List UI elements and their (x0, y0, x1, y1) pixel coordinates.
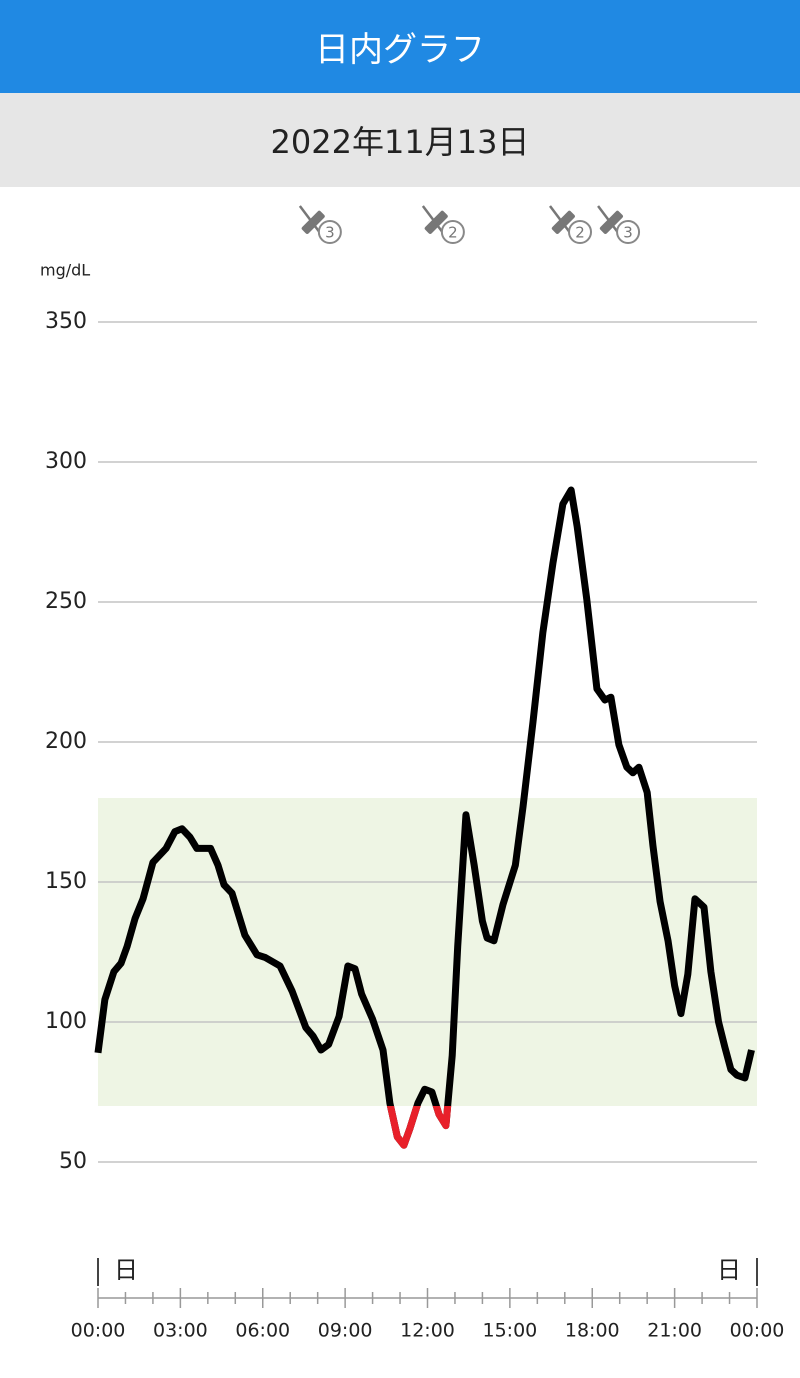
chart: mg/dL 50 100 150 200 250 300 350 3 2 2 3 00:00 03:00… (40, 205, 785, 1342)
badge-label: 2 (448, 224, 458, 242)
insulin-event: 3 (298, 205, 342, 244)
date: 2022年11月13日 (270, 123, 530, 161)
x-tick-label: 06:00 (235, 1320, 290, 1342)
y-axis-label: mg/dL (40, 261, 90, 280)
y-tick-label: 250 (45, 589, 87, 614)
day-label: 日 (717, 1256, 741, 1284)
y-tick-label: 50 (59, 1149, 87, 1174)
badge (568, 220, 593, 244)
app-bar: 日内グラフ (0, 0, 800, 93)
low-segment (386, 1106, 452, 1149)
badge (440, 220, 465, 244)
x-tick-label: 18:00 (565, 1320, 620, 1342)
badge (317, 220, 342, 244)
badge (616, 220, 641, 244)
y-tick-label: 300 (45, 449, 87, 474)
badge-label: 3 (623, 224, 633, 242)
x-tick-label: 09:00 (318, 1320, 373, 1342)
x-tick-label: 15:00 (482, 1320, 537, 1342)
x-tick-label: 21:00 (647, 1320, 702, 1342)
title: 日内グラフ (315, 30, 485, 70)
badge-label: 2 (575, 224, 585, 242)
x-tick-label: 12:00 (400, 1320, 455, 1342)
date-bar: 2022年11月13日 (0, 93, 800, 187)
y-tick-label: 100 (45, 1009, 87, 1034)
insulin-event: 3 (597, 205, 641, 244)
y-tick-label: 200 (45, 729, 87, 754)
x-tick-label: 00:00 (71, 1320, 126, 1342)
y-tick-label: 150 (45, 869, 87, 894)
insulin-event: 2 (549, 205, 593, 244)
day-label: 日 (114, 1256, 138, 1284)
x-tick-label: 03:00 (153, 1320, 208, 1342)
x-tick-label: 00:00 (730, 1320, 785, 1342)
insulin-event: 2 (421, 205, 465, 244)
badge-label: 3 (325, 224, 335, 242)
y-tick-label: 350 (45, 309, 87, 334)
